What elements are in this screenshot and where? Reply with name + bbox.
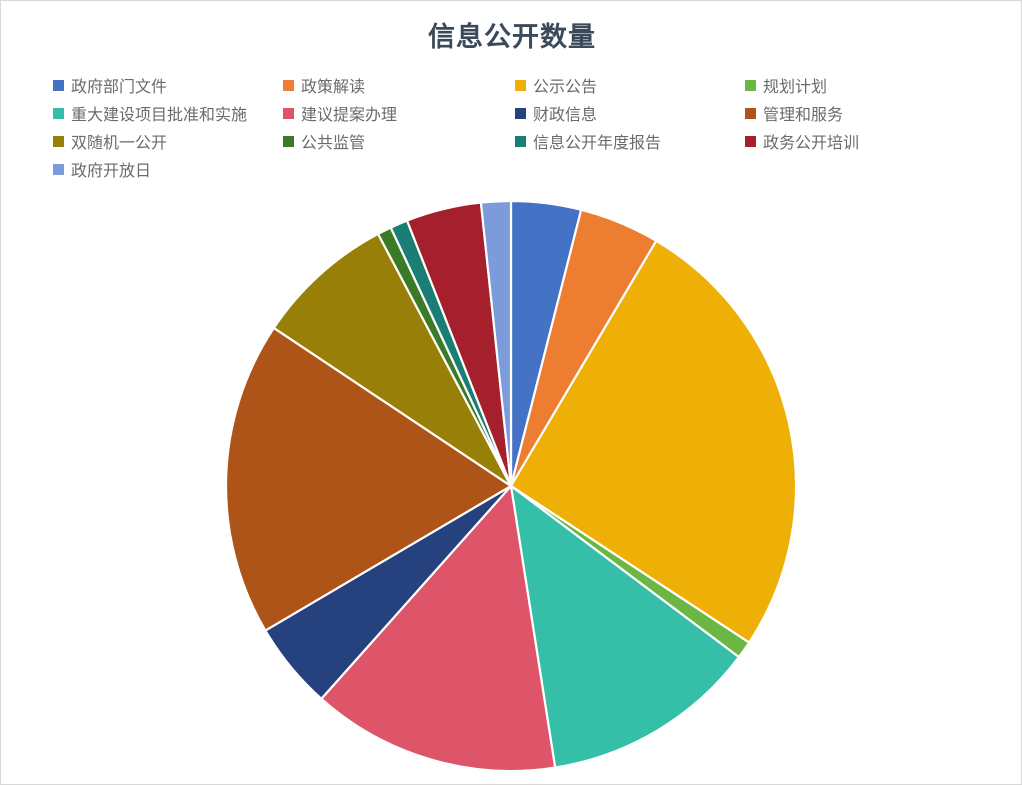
- legend-item-label: 规划计划: [763, 79, 828, 96]
- legend-item-label: 政府部门文件: [71, 79, 168, 96]
- legend-item-label: 重大建设项目批准和实施: [71, 107, 248, 124]
- page-title: 信息公开数量: [428, 22, 596, 52]
- legend-swatch-icon: [53, 107, 64, 119]
- legend-item-label: 政务公开培训: [763, 135, 860, 152]
- legend-swatch-icon: [283, 79, 294, 91]
- legend-item-label: 信息公开年度报告: [533, 135, 662, 152]
- legend-item[interactable]: 建议提案办理: [283, 99, 515, 127]
- legend-swatch-icon: [745, 107, 756, 119]
- legend-item-label: 财政信息: [533, 107, 598, 124]
- legend-item-label: 建议提案办理: [301, 107, 398, 124]
- legend-item[interactable]: 政府部门文件: [53, 71, 283, 99]
- legend-item-label: 双随机一公开: [71, 135, 168, 152]
- pie-slice[interactable]: 双随机一公开: [272, 232, 513, 488]
- legend-swatch-icon: [53, 163, 64, 175]
- legend-item[interactable]: 规划计划: [745, 71, 945, 99]
- legend-item[interactable]: 财政信息: [515, 99, 745, 127]
- legend-swatch-icon: [745, 135, 756, 147]
- legend-item[interactable]: 信息公开年度报告: [515, 127, 745, 155]
- legend-swatch-icon: [283, 135, 294, 147]
- legend-swatch-icon: [283, 107, 294, 119]
- legend-item[interactable]: 重大建设项目批准和实施: [53, 99, 283, 127]
- pie-slice[interactable]: 政府开放日: [479, 199, 513, 488]
- pie-slice[interactable]: 公示公告: [509, 239, 798, 644]
- legend-swatch-icon: [53, 79, 64, 91]
- legend-item[interactable]: 政策解读: [283, 71, 515, 99]
- legend-item-label: 公共监管: [301, 135, 366, 152]
- legend-item[interactable]: 公示公告: [515, 71, 745, 99]
- legend-item[interactable]: 政务公开培训: [745, 127, 945, 155]
- legend-item[interactable]: 公共监管: [283, 127, 515, 155]
- legend-swatch-icon: [515, 79, 526, 91]
- legend-swatch-icon: [515, 135, 526, 147]
- pie-slice[interactable]: 建议提案办理: [320, 484, 557, 773]
- legend-item[interactable]: 管理和服务: [745, 99, 945, 127]
- pie-slice[interactable]: 管理和服务: [224, 326, 513, 632]
- pie-slice-group: 政府部门文件政策解读公示公告规划计划重大建设项目批准和实施建议提案办理财政信息管…: [224, 199, 798, 773]
- pie-slice[interactable]: 重大建设项目批准和实施: [509, 484, 741, 769]
- legend-swatch-icon: [515, 107, 526, 119]
- legend-item-label: 政策解读: [301, 79, 366, 96]
- legend-item-label: 公示公告: [533, 79, 598, 96]
- legend-swatch-icon: [745, 79, 756, 91]
- legend-item[interactable]: 政府开放日: [53, 155, 283, 183]
- chart-legend: 政府部门文件 政策解读 公示公告 规划计划重大建设项目批准和实施 建议提案办理 财政信息 管…: [53, 71, 953, 183]
- legend-swatch-icon: [53, 135, 64, 147]
- legend-item-label: 政府开放日: [71, 163, 152, 180]
- legend-item-label: 管理和服务: [763, 107, 844, 124]
- legend-item[interactable]: 双随机一公开: [53, 127, 283, 155]
